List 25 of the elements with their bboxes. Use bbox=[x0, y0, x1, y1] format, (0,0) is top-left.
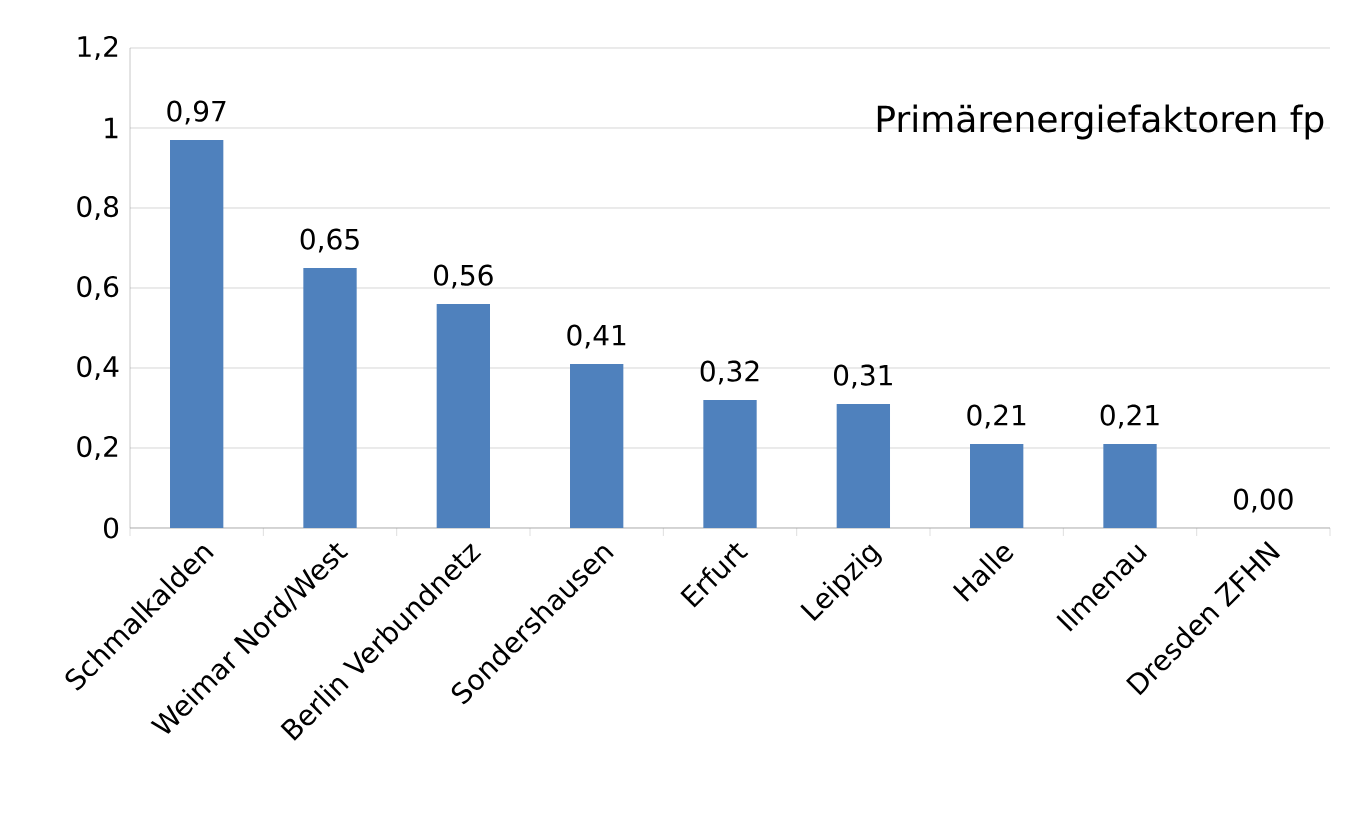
data-label: 0,31 bbox=[834, 364, 892, 389]
data-label: 0,41 bbox=[567, 324, 626, 349]
bar bbox=[436, 303, 491, 528]
y-tick-label: 0,2 bbox=[77, 435, 118, 461]
bar bbox=[1103, 443, 1157, 528]
y-tick-label: 1 bbox=[105, 117, 118, 139]
data-label: 0,21 bbox=[1100, 404, 1159, 429]
data-label: 0,56 bbox=[434, 264, 493, 289]
data-label: 0,97 bbox=[167, 100, 226, 125]
data-label: 0,00 bbox=[1234, 488, 1293, 513]
bar bbox=[570, 363, 624, 528]
y-tick-label: 0,8 bbox=[77, 195, 119, 221]
y-tick-label: 0 bbox=[103, 517, 119, 539]
bar bbox=[703, 399, 757, 528]
bar bbox=[836, 403, 891, 528]
text: Primärenergiefaktoren fp bbox=[877, 104, 1324, 140]
y-tick-label: 0,6 bbox=[77, 275, 119, 301]
y-tick-label: 0,4 bbox=[77, 355, 119, 381]
bar bbox=[170, 139, 224, 528]
data-label: 0,32 bbox=[700, 360, 759, 385]
y-tick-label: 1,2 bbox=[78, 35, 118, 61]
data-label: 0,21 bbox=[967, 404, 1026, 429]
data-label: 0,65 bbox=[300, 228, 359, 253]
bar bbox=[303, 267, 357, 528]
bar bbox=[970, 443, 1024, 528]
